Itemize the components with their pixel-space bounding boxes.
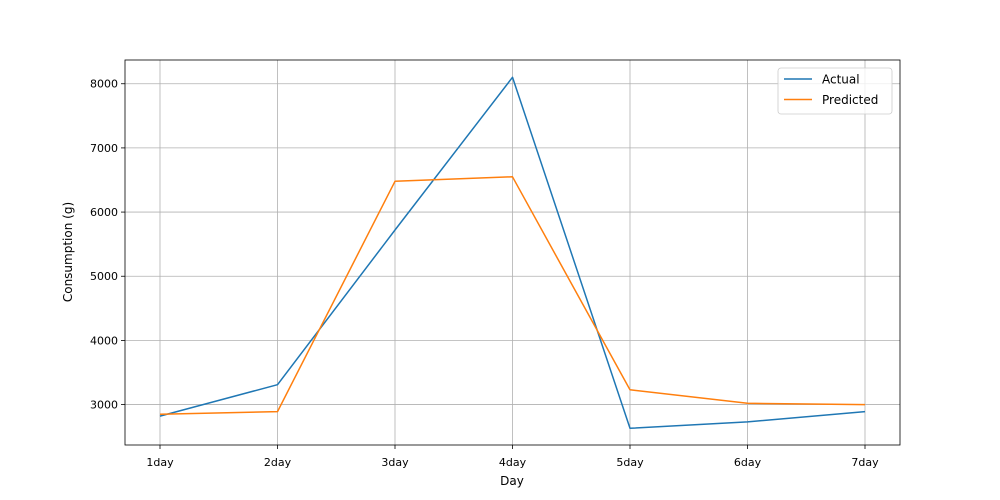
x-axis-ticks: 1day 2day 3day 4day 5day 6day 7day	[146, 445, 879, 469]
series-line-actual	[159, 76, 866, 430]
y-tick-label: 5000	[90, 270, 118, 283]
y-tick-label: 3000	[90, 399, 118, 412]
x-tick-label: 7day	[851, 456, 879, 469]
y-tick-label: 4000	[90, 334, 118, 347]
y-axis-label: Consumption (g)	[61, 202, 75, 302]
legend: Actual Predicted	[777, 67, 893, 115]
series-lines	[159, 76, 866, 430]
legend-label-predicted: Predicted	[822, 93, 878, 107]
x-tick-label: 2day	[264, 456, 292, 469]
y-axis-ticks: 3000 4000 5000 6000 7000 8000	[90, 78, 125, 412]
x-tick-label: 6day	[734, 456, 762, 469]
y-tick-label: 6000	[90, 206, 118, 219]
x-tick-label: 1day	[146, 456, 174, 469]
x-axis-label: Day	[500, 474, 524, 488]
grid	[125, 60, 900, 445]
y-tick-label: 7000	[90, 142, 118, 155]
y-tick-label: 8000	[90, 78, 118, 91]
x-tick-label: 4day	[499, 456, 527, 469]
legend-label-actual: Actual	[822, 73, 860, 87]
x-tick-label: 5day	[616, 456, 644, 469]
x-tick-label: 3day	[381, 456, 409, 469]
series-line-predicted	[159, 176, 866, 415]
